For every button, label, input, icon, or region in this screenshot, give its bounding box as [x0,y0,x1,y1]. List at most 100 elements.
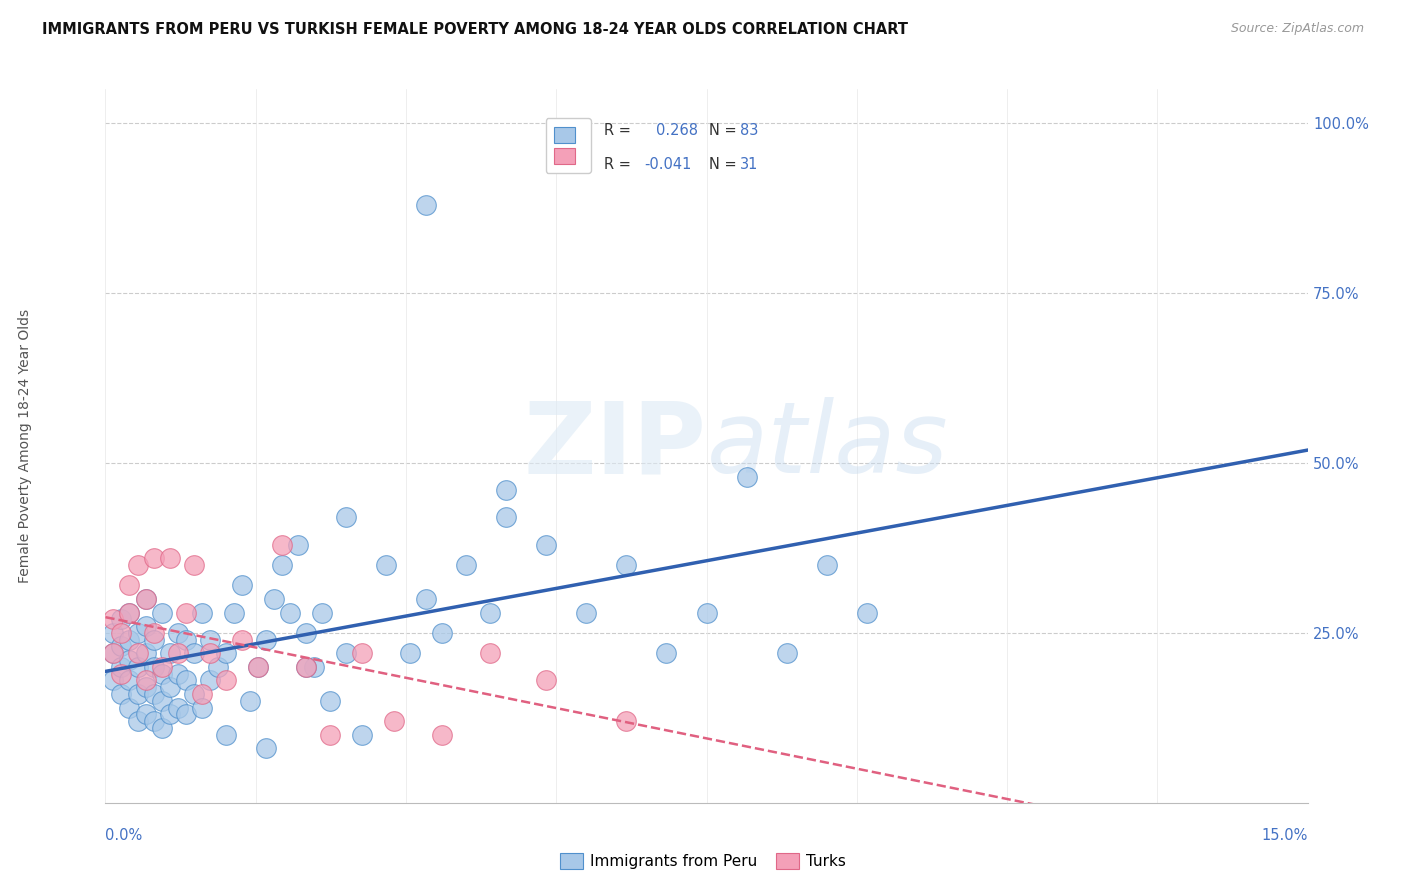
Text: ZIP: ZIP [523,398,707,494]
Point [150,721,173,735]
Point [430,728,453,742]
Point [118,673,141,688]
Point [855,606,877,620]
Text: 0.268: 0.268 [657,123,697,138]
Point [135,591,157,606]
Point [127,660,149,674]
Point [479,646,502,660]
Point [479,606,502,620]
Text: 31: 31 [740,157,759,172]
Point [118,606,141,620]
Point [110,612,132,626]
Point [174,632,197,647]
Point [534,537,557,551]
Point [214,646,236,660]
Point [319,694,342,708]
Point [239,694,262,708]
Point [103,612,125,626]
Point [430,626,453,640]
Point [118,632,141,647]
Point [166,666,188,681]
Point [127,714,149,729]
Point [166,626,188,640]
Point [198,646,221,660]
Point [231,578,253,592]
Point [183,558,205,572]
Point [319,728,342,742]
Point [150,660,173,674]
Point [150,694,173,708]
Point [246,660,269,674]
Point [616,714,638,729]
Point [110,626,132,640]
Point [103,626,125,640]
Legend: , : , [546,118,591,173]
Point [166,646,188,660]
Point [295,660,318,674]
Point [142,660,165,674]
Point [118,653,141,667]
Point [174,673,197,688]
Point [198,632,221,647]
Point [415,591,437,606]
Point [142,551,165,566]
Point [150,606,173,620]
Point [382,714,405,729]
Point [254,632,277,647]
Point [214,673,236,688]
Point [110,687,132,701]
Text: R =: R = [605,123,641,138]
Point [110,640,132,654]
Point [311,606,333,620]
Text: R =: R = [605,157,636,172]
Point [190,700,212,714]
Point [254,741,277,756]
Text: 15.0%: 15.0% [1261,828,1308,843]
Point [222,606,245,620]
Point [415,198,437,212]
Point [190,606,212,620]
Point [335,646,357,660]
Point [135,707,157,722]
Legend: Immigrants from Peru, Turks: Immigrants from Peru, Turks [554,847,852,875]
Point [166,700,188,714]
Point [655,646,678,660]
Point [183,687,205,701]
Point [302,660,325,674]
Point [103,673,125,688]
Text: Female Poverty Among 18-24 Year Olds: Female Poverty Among 18-24 Year Olds [18,309,32,583]
Point [495,510,517,524]
Point [616,558,638,572]
Text: Source: ZipAtlas.com: Source: ZipAtlas.com [1230,22,1364,36]
Point [159,680,181,694]
Point [127,687,149,701]
Point [350,728,373,742]
Text: N =: N = [709,157,741,172]
Point [495,483,517,498]
Point [142,626,165,640]
Point [735,469,758,483]
Point [696,606,718,620]
Point [159,551,181,566]
Point [142,714,165,729]
Point [135,673,157,688]
Point [135,646,157,660]
Point [231,632,253,647]
Text: N =: N = [709,123,741,138]
Point [103,646,125,660]
Point [214,728,236,742]
Point [135,619,157,633]
Point [534,673,557,688]
Point [263,591,285,606]
Point [110,660,132,674]
Point [575,606,598,620]
Point [127,558,149,572]
Point [127,646,149,660]
Point [270,537,292,551]
Point [287,537,309,551]
Text: 83: 83 [740,123,759,138]
Point [246,660,269,674]
Point [190,687,212,701]
Point [335,510,357,524]
Point [350,646,373,660]
